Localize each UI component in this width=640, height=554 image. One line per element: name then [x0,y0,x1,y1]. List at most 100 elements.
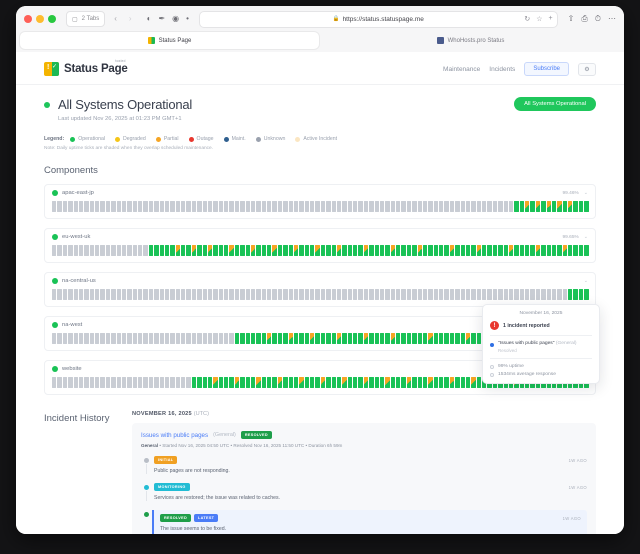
uptime-tick[interactable] [100,245,105,256]
uptime-tick[interactable] [331,201,336,212]
maximize-window-icon[interactable] [48,15,56,23]
uptime-tick[interactable] [390,333,395,344]
uptime-tick[interactable] [385,377,390,388]
uptime-tick[interactable] [401,245,406,256]
uptime-tick[interactable] [186,201,191,212]
uptime-tick[interactable] [320,333,326,344]
uptime-tick[interactable] [272,377,277,388]
uptime-tick[interactable] [95,333,100,344]
uptime-tick[interactable] [218,201,223,212]
uptime-tick[interactable] [535,289,541,300]
uptime-tick[interactable] [213,377,218,388]
uptime-tick[interactable] [143,377,148,388]
uptime-tick[interactable] [197,245,202,256]
uptime-tick[interactable] [283,377,288,388]
uptime-tick[interactable] [439,289,444,300]
uptime-tick[interactable] [439,333,444,344]
uptime-tick[interactable] [379,377,385,388]
uptime-tick[interactable] [277,377,283,388]
uptime-tick[interactable] [449,377,455,388]
uptime-tick[interactable] [503,201,508,212]
uptime-tick[interactable] [256,289,261,300]
tab-overview-button[interactable]: ▢ 2 Tabs [66,11,106,27]
star-icon[interactable]: ☆ [536,16,543,23]
uptime-tick[interactable] [256,377,261,388]
uptime-tick[interactable] [353,289,358,300]
uptime-tick[interactable] [508,201,514,212]
duplicate-icon[interactable]: ⎙ [581,14,588,23]
back-button[interactable]: ‹ [114,14,117,23]
uptime-tick[interactable] [207,377,213,388]
plus-icon[interactable]: + [548,15,553,22]
uptime-tick[interactable] [487,201,492,212]
uptime-tick[interactable] [428,377,433,388]
uptime-tick[interactable] [433,333,438,344]
uptime-tick[interactable] [229,289,234,300]
uptime-tick[interactable] [68,245,73,256]
uptime-tick[interactable] [347,333,352,344]
uptime-tick[interactable] [460,201,465,212]
uptime-tick[interactable] [573,289,578,300]
uptime-tick[interactable] [304,333,309,344]
uptime-tick[interactable] [444,289,449,300]
close-window-icon[interactable] [24,15,32,23]
uptime-tick[interactable] [52,333,57,344]
uptime-tick[interactable] [525,245,530,256]
tooltip-incident-item[interactable]: "Issues with public pages" (General) [490,341,592,347]
uptime-tick[interactable] [116,377,121,388]
uptime-tick[interactable] [202,289,207,300]
uptime-tick[interactable] [73,201,78,212]
uptime-tick[interactable] [390,245,395,256]
uptime-tick[interactable] [471,201,476,212]
uptime-tick[interactable] [353,201,358,212]
uptime-tick[interactable] [310,201,315,212]
uptime-tick[interactable] [283,333,288,344]
uptime-tick[interactable] [267,289,272,300]
uptime-tick[interactable] [535,201,541,212]
uptime-tick[interactable] [584,201,589,212]
uptime-tick[interactable] [310,245,315,256]
uptime-tick-bar[interactable] [52,245,589,256]
uptime-tick[interactable] [121,201,127,212]
uptime-tick[interactable] [197,377,202,388]
uptime-tick[interactable] [159,201,164,212]
uptime-tick[interactable] [293,201,299,212]
uptime-tick[interactable] [73,245,78,256]
uptime-tick[interactable] [89,289,94,300]
uptime-tick[interactable] [267,377,272,388]
uptime-tick[interactable] [412,289,417,300]
uptime-tick[interactable] [288,377,293,388]
uptime-tick[interactable] [465,333,471,344]
uptime-tick[interactable] [482,201,487,212]
uptime-tick[interactable] [170,333,175,344]
uptime-tick[interactable] [363,333,369,344]
uptime-tick[interactable] [277,245,283,256]
uptime-tick[interactable] [127,289,132,300]
uptime-tick[interactable] [514,201,519,212]
uptime-tick[interactable] [336,245,342,256]
uptime-tick[interactable] [261,245,266,256]
uptime-tick[interactable] [573,245,578,256]
uptime-tick[interactable] [508,289,514,300]
uptime-tick[interactable] [433,377,438,388]
uptime-tick[interactable] [541,289,546,300]
uptime-tick[interactable] [240,333,245,344]
uptime-tick[interactable] [363,245,369,256]
uptime-tick[interactable] [283,201,288,212]
uptime-tick[interactable] [465,245,471,256]
uptime-tick[interactable] [154,201,159,212]
uptime-tick[interactable] [439,245,444,256]
uptime-tick[interactable] [304,201,309,212]
uptime-tick[interactable] [417,201,422,212]
uptime-tick[interactable] [578,289,584,300]
uptime-tick[interactable] [401,289,406,300]
uptime-tick[interactable] [181,289,186,300]
uptime-tick[interactable] [573,201,578,212]
uptime-tick[interactable] [52,201,57,212]
uptime-tick[interactable] [444,201,449,212]
uptime-tick[interactable] [57,201,62,212]
uptime-tick[interactable] [218,245,223,256]
uptime-tick[interactable] [369,289,374,300]
uptime-tick[interactable] [62,245,68,256]
uptime-tick[interactable] [428,201,433,212]
